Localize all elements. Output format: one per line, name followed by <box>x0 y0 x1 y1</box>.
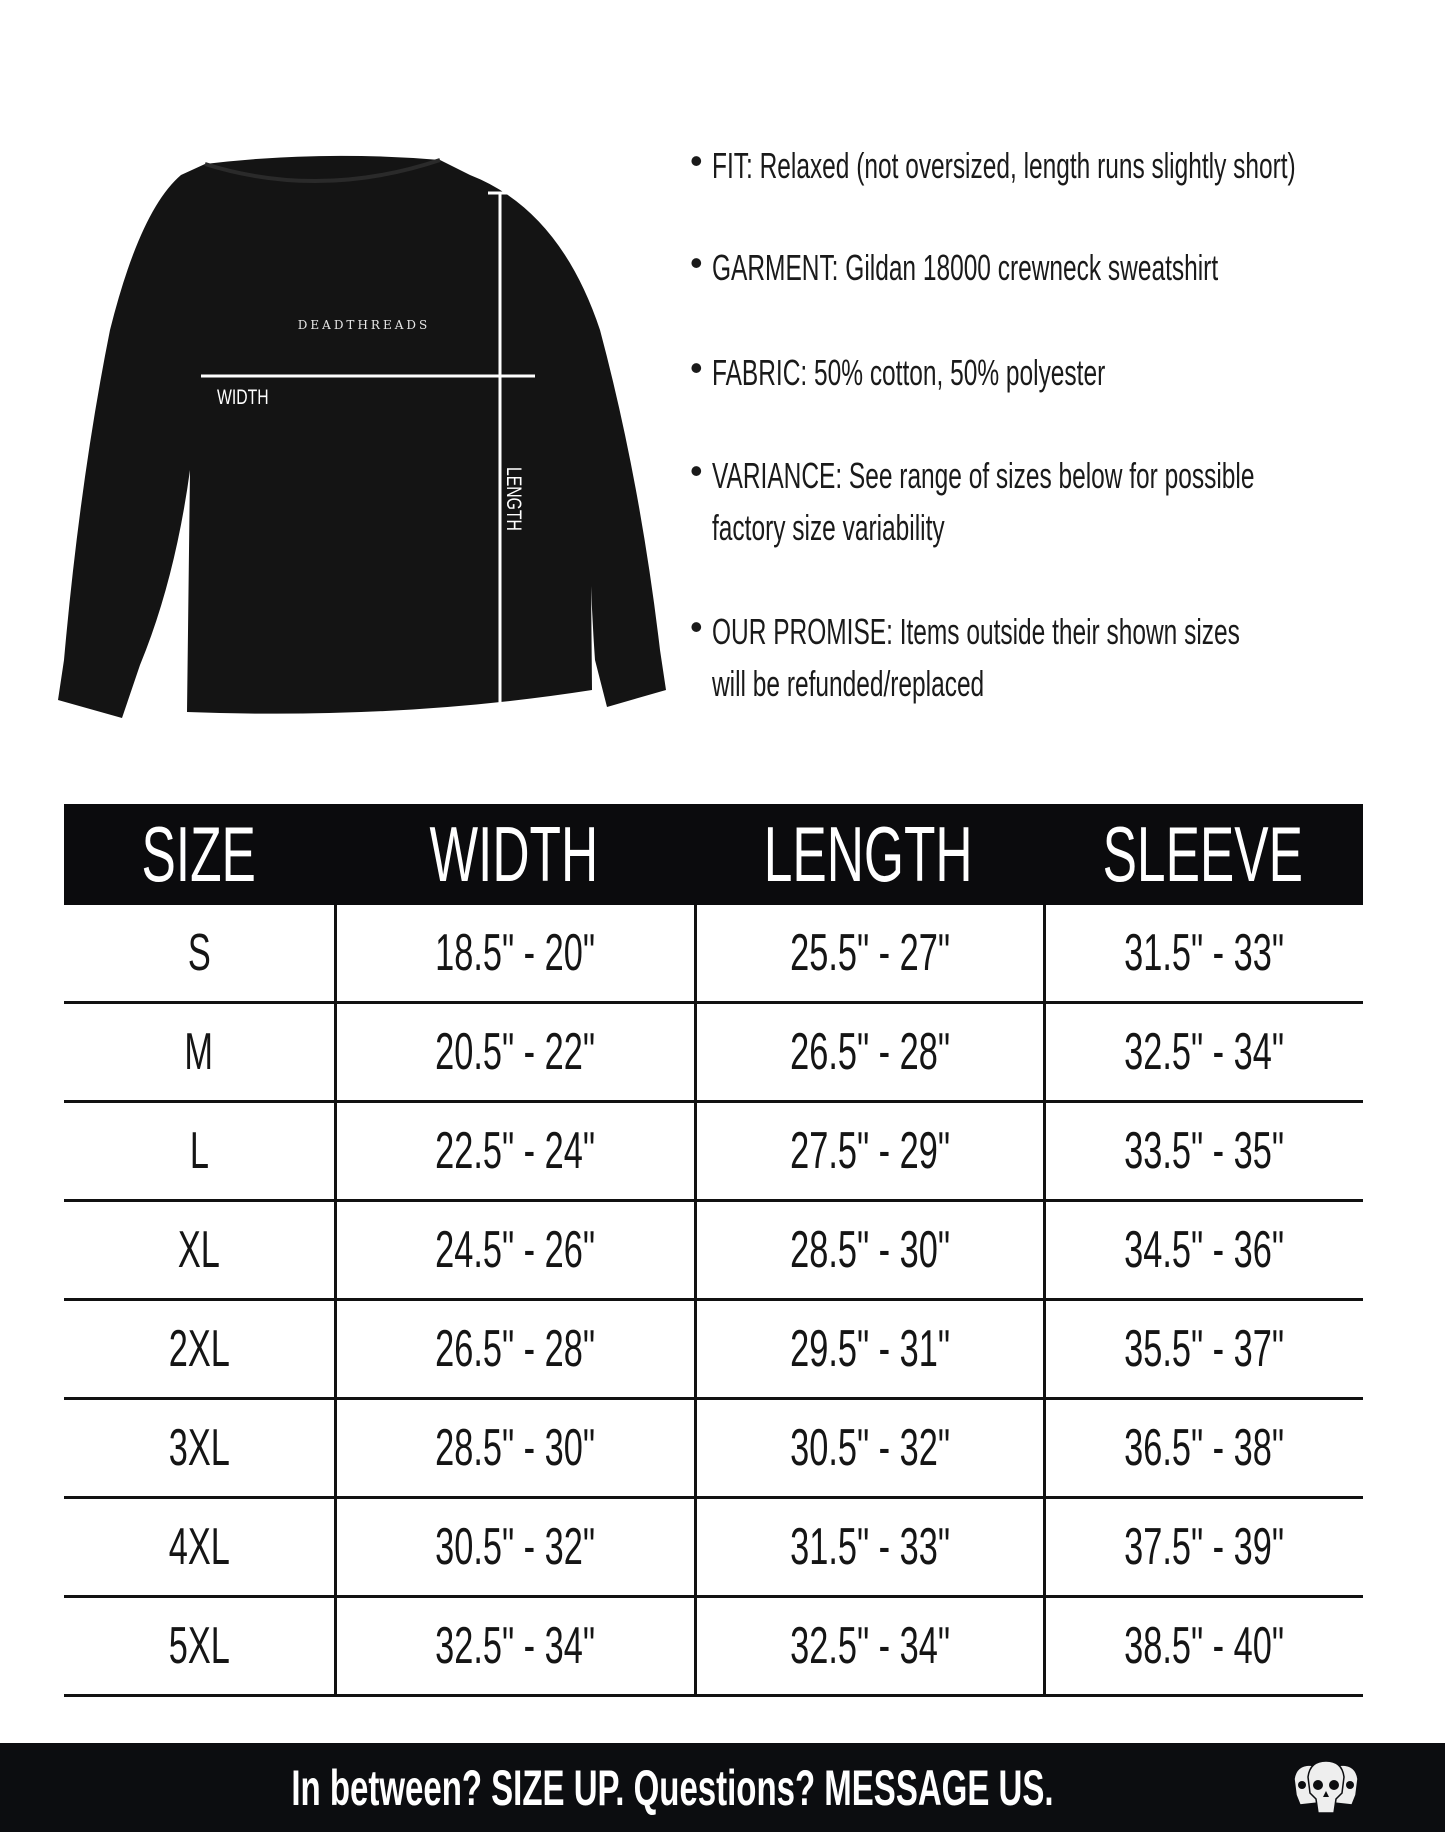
cell-text: 35.5" - 37" <box>1124 1320 1285 1378</box>
cell-text: 34.5" - 36" <box>1124 1221 1285 1279</box>
cell-size: 2XL <box>64 1301 334 1397</box>
cell-text: 37.5" - 39" <box>1124 1518 1285 1576</box>
sweatshirt-image: DEADTHREADS WIDTH LENGTH <box>58 155 666 719</box>
cell-text: 28.5" - 30" <box>790 1221 950 1279</box>
cell-text: 32.5" - 34" <box>1124 1023 1285 1081</box>
cell-length: 27.5" - 29" <box>694 1103 1043 1199</box>
cell-text: 20.5" - 22" <box>435 1023 596 1081</box>
cell-width: 18.5" - 20" <box>334 905 694 1001</box>
cell-size: L <box>64 1103 334 1199</box>
cell-text: M <box>184 1023 214 1081</box>
cell-text: 4XL <box>168 1518 230 1576</box>
table-row: L 22.5" - 24" 27.5" - 29" 33.5" - 35" <box>64 1103 1363 1202</box>
size-chart-table: SIZE WIDTH LENGTH SLEEVE S 18.5" - 20" 25.… <box>64 804 1363 1697</box>
footer-banner: In between? SIZE UP. Questions? MESSAGE … <box>0 1743 1445 1832</box>
cell-width: 28.5" - 30" <box>334 1400 694 1496</box>
cell-text: 22.5" - 24" <box>435 1122 596 1180</box>
cell-text: 36.5" - 38" <box>1124 1419 1285 1477</box>
cell-text: 32.5" - 34" <box>435 1617 596 1675</box>
header-size: SIZE <box>141 810 257 898</box>
cell-length: 32.5" - 34" <box>694 1598 1043 1694</box>
width-label: WIDTH <box>217 385 269 409</box>
cell-size: XL <box>64 1202 334 1298</box>
cell-text: 38.5" - 40" <box>1124 1617 1285 1675</box>
cell-text: 18.5" - 20" <box>435 924 596 982</box>
cell-size: S <box>64 905 334 1001</box>
brand-print: DEADTHREADS <box>298 318 430 332</box>
table-row: 3XL 28.5" - 30" 30.5" - 32" 36.5" - 38" <box>64 1400 1363 1499</box>
cell-text: 31.5" - 33" <box>790 1518 950 1576</box>
cell-text: 31.5" - 33" <box>1124 924 1285 982</box>
cell-text: 3XL <box>168 1419 230 1477</box>
cell-text: S <box>187 924 211 982</box>
header-sleeve: SLEEVE <box>1102 810 1304 898</box>
cell-text: 32.5" - 34" <box>790 1617 950 1675</box>
table-row: M 20.5" - 22" 26.5" - 28" 32.5" - 34" <box>64 1004 1363 1103</box>
cell-length: 29.5" - 31" <box>694 1301 1043 1397</box>
cell-text: 5XL <box>168 1617 230 1675</box>
table-row: XL 24.5" - 26" 28.5" - 30" 34.5" - 36" <box>64 1202 1363 1301</box>
cell-size: M <box>64 1004 334 1100</box>
cell-sleeve: 34.5" - 36" <box>1043 1202 1363 1298</box>
table-row: 2XL 26.5" - 28" 29.5" - 31" 35.5" - 37" <box>64 1301 1363 1400</box>
table-header: SIZE WIDTH LENGTH SLEEVE <box>64 804 1363 905</box>
cell-text: L <box>189 1122 209 1180</box>
cell-length: 30.5" - 32" <box>694 1400 1043 1496</box>
cell-text: 30.5" - 32" <box>435 1518 596 1576</box>
header-width: WIDTH <box>429 810 599 898</box>
cell-text: 33.5" - 35" <box>1124 1122 1285 1180</box>
cell-size: 3XL <box>64 1400 334 1496</box>
cell-width: 22.5" - 24" <box>334 1103 694 1199</box>
cell-text: 27.5" - 29" <box>790 1122 950 1180</box>
cell-size: 5XL <box>64 1598 334 1694</box>
cell-sleeve: 38.5" - 40" <box>1043 1598 1363 1694</box>
sweatshirt-body <box>58 155 666 719</box>
cell-length: 31.5" - 33" <box>694 1499 1043 1595</box>
table-body: S 18.5" - 20" 25.5" - 27" 31.5" - 33" M 20.5"… <box>64 905 1363 1697</box>
cell-sleeve: 36.5" - 38" <box>1043 1400 1363 1496</box>
cell-text: 24.5" - 26" <box>435 1221 596 1279</box>
cell-text: 26.5" - 28" <box>435 1320 596 1378</box>
cell-width: 26.5" - 28" <box>334 1301 694 1397</box>
table-row: S 18.5" - 20" 25.5" - 27" 31.5" - 33" <box>64 905 1363 1004</box>
header-length: LENGTH <box>764 810 973 898</box>
footer-text: In between? SIZE UP. Questions? MESSAGE … <box>291 1760 1054 1816</box>
three-skulls-logo-icon <box>1293 1760 1359 1814</box>
table-row: 5XL 32.5" - 34" 32.5" - 34" 38.5" - 40" <box>64 1598 1363 1697</box>
cell-length: 26.5" - 28" <box>694 1004 1043 1100</box>
cell-text: 2XL <box>168 1320 230 1378</box>
cell-sleeve: 33.5" - 35" <box>1043 1103 1363 1199</box>
cell-size: 4XL <box>64 1499 334 1595</box>
cell-text: 28.5" - 30" <box>435 1419 596 1477</box>
cell-width: 24.5" - 26" <box>334 1202 694 1298</box>
cell-length: 28.5" - 30" <box>694 1202 1043 1298</box>
cell-text: XL <box>178 1221 220 1279</box>
cell-sleeve: 37.5" - 39" <box>1043 1499 1363 1595</box>
cell-text: 29.5" - 31" <box>790 1320 950 1378</box>
collar <box>204 158 441 183</box>
cell-length: 25.5" - 27" <box>694 905 1043 1001</box>
cell-text: 25.5" - 27" <box>790 924 950 982</box>
cell-width: 32.5" - 34" <box>334 1598 694 1694</box>
cell-width: 30.5" - 32" <box>334 1499 694 1595</box>
cell-sleeve: 31.5" - 33" <box>1043 905 1363 1001</box>
cell-text: 30.5" - 32" <box>790 1419 950 1477</box>
cell-sleeve: 35.5" - 37" <box>1043 1301 1363 1397</box>
cell-text: 26.5" - 28" <box>790 1023 950 1081</box>
table-row: 4XL 30.5" - 32" 31.5" - 33" 37.5" - 39" <box>64 1499 1363 1598</box>
length-label: LENGTH <box>502 467 526 531</box>
cell-width: 20.5" - 22" <box>334 1004 694 1100</box>
cell-sleeve: 32.5" - 34" <box>1043 1004 1363 1100</box>
